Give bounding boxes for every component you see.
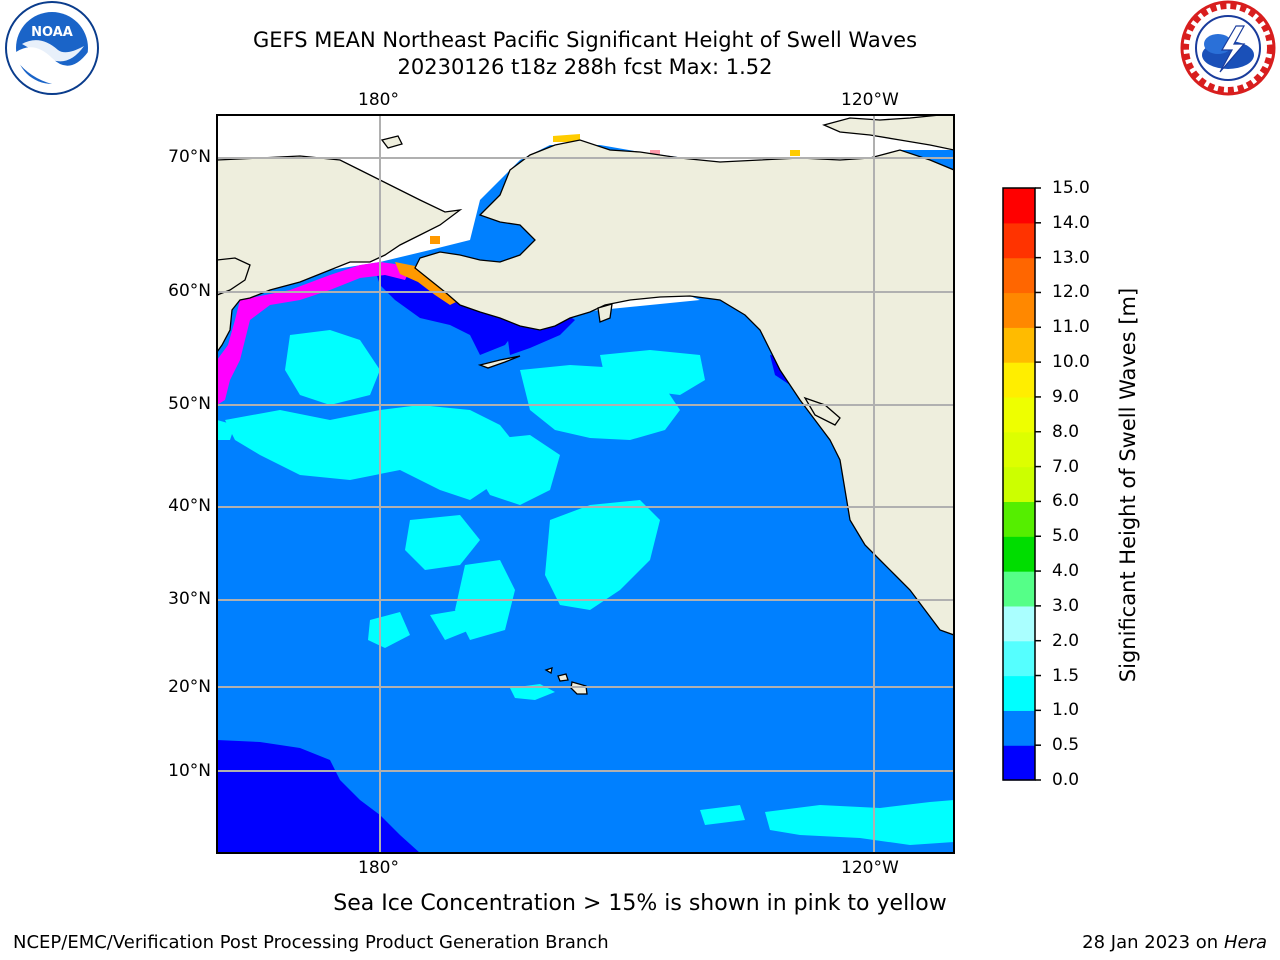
footer-producer: NCEP/EMC/Verification Post Processing Pr… [13,932,609,953]
colorbar-swatch [1003,257,1035,294]
colorbar-tick-label: 8.0 [1052,421,1080,442]
swell-patch [475,435,560,505]
swell-patch-equatorial [700,805,745,825]
sea-ice-fleck [790,150,800,156]
lat-label-60n: 60°N [168,281,211,301]
colorbar-swatch [1003,327,1035,363]
footer-host: Hera [1223,932,1267,953]
colorbar-swatch [1003,675,1035,711]
colorbar-title: Significant Height of Swell Waves [m] [1116,287,1140,683]
swell-patch [225,405,520,500]
colorbar-swatch [1003,745,1035,781]
footer-date: 28 Jan 2023 on Hera [1082,931,1267,955]
swell-patch [405,515,480,570]
lon-label-bottom-180: 180° [358,858,399,878]
colorbar-tick-label: 5.0 [1052,526,1080,547]
graticule [217,115,954,853]
colorbar-swatch [1003,640,1035,677]
colorbar-tick-label: 6.0 [1052,491,1080,512]
swell-patch [545,500,660,610]
lat-label-10n: 10°N [168,761,211,781]
swell-patch [368,612,410,648]
footer-date-text: 28 Jan 2023 on [1082,932,1224,953]
colorbar-swatch [1003,222,1035,259]
colorbar-swatch [1003,292,1035,328]
sea-ice-fleck [430,236,440,244]
colorbar-tick-label: 15.0 [1052,178,1090,198]
sea-ice-edge-orange [395,262,460,305]
swell-patch [285,330,380,405]
lat-label-20n: 20°N [168,677,211,697]
colorbar-frame [1002,187,1036,781]
colorbar-swatch [1003,188,1035,224]
lon-label-top-180: 180° [358,90,399,110]
lat-label-30n: 30°N [168,589,211,609]
colorbar-tick-label: 2.0 [1052,630,1080,651]
swell-patch-equatorial [765,800,954,845]
sea-ice-note: Sea Ice Concentration > 15% is shown in … [333,891,947,916]
lat-label-70n: 70°N [168,147,211,167]
sea-ice-fleck [553,134,580,142]
swell-patch [217,420,235,440]
svg-text:NOAA: NOAA [31,25,73,40]
map-panel [216,114,955,854]
lon-label-bottom-120w: 120°W [841,858,899,878]
colorbar-swatch [1003,571,1035,607]
colorbar-swatch [1003,396,1035,433]
lon-label-top-120w: 120°W [841,90,899,110]
swell-patch [600,350,705,395]
lat-label-40n: 40°N [168,496,211,516]
no-data-arctic [217,115,954,145]
colorbar-swatch [1003,466,1035,503]
colorbar [1003,188,1035,781]
colorbar-swatch [1003,710,1035,746]
colorbar-tick-label: 13.0 [1052,247,1090,268]
colorbar-tick-label: 1.5 [1052,665,1080,686]
colorbar-swatch [1003,362,1035,398]
colorbar-swatch [1003,605,1035,642]
nws-logo [1180,0,1276,96]
colorbar-tick-label: 0.5 [1052,735,1080,756]
map-subtitle: 20230126 t18z 288h fcst Max: 1.52 [397,55,773,79]
colorbar-tick-label: 14.0 [1052,212,1090,233]
map-title: GEFS MEAN Northeast Pacific Significant … [252,28,918,52]
calm-region-south [217,740,420,853]
noaa-logo: NOAA [5,1,99,95]
colorbar-swatch [1003,431,1035,468]
colorbar-tick-label: 3.0 [1052,595,1080,616]
colorbar-tick-label: 11.0 [1052,317,1090,338]
colorbar-tick-label: 9.0 [1052,386,1080,407]
colorbar-tick-label: 10.0 [1052,352,1090,373]
lat-label-50n: 50°N [168,394,211,414]
colorbar-tick-label: 0.0 [1052,770,1080,790]
colorbar-swatch [1003,501,1035,537]
map-frame [216,114,955,854]
colorbar-tick-label: 4.0 [1052,561,1080,582]
colorbar-tick-label: 7.0 [1052,456,1080,477]
sea-ice-edge [217,262,410,405]
colorbar-tick-label: 1.0 [1052,700,1080,721]
colorbar-tick-label: 12.0 [1052,282,1090,303]
colorbar-swatch [1003,536,1035,572]
colorbar-ticks [1035,187,1041,781]
swell-patch [430,610,470,640]
